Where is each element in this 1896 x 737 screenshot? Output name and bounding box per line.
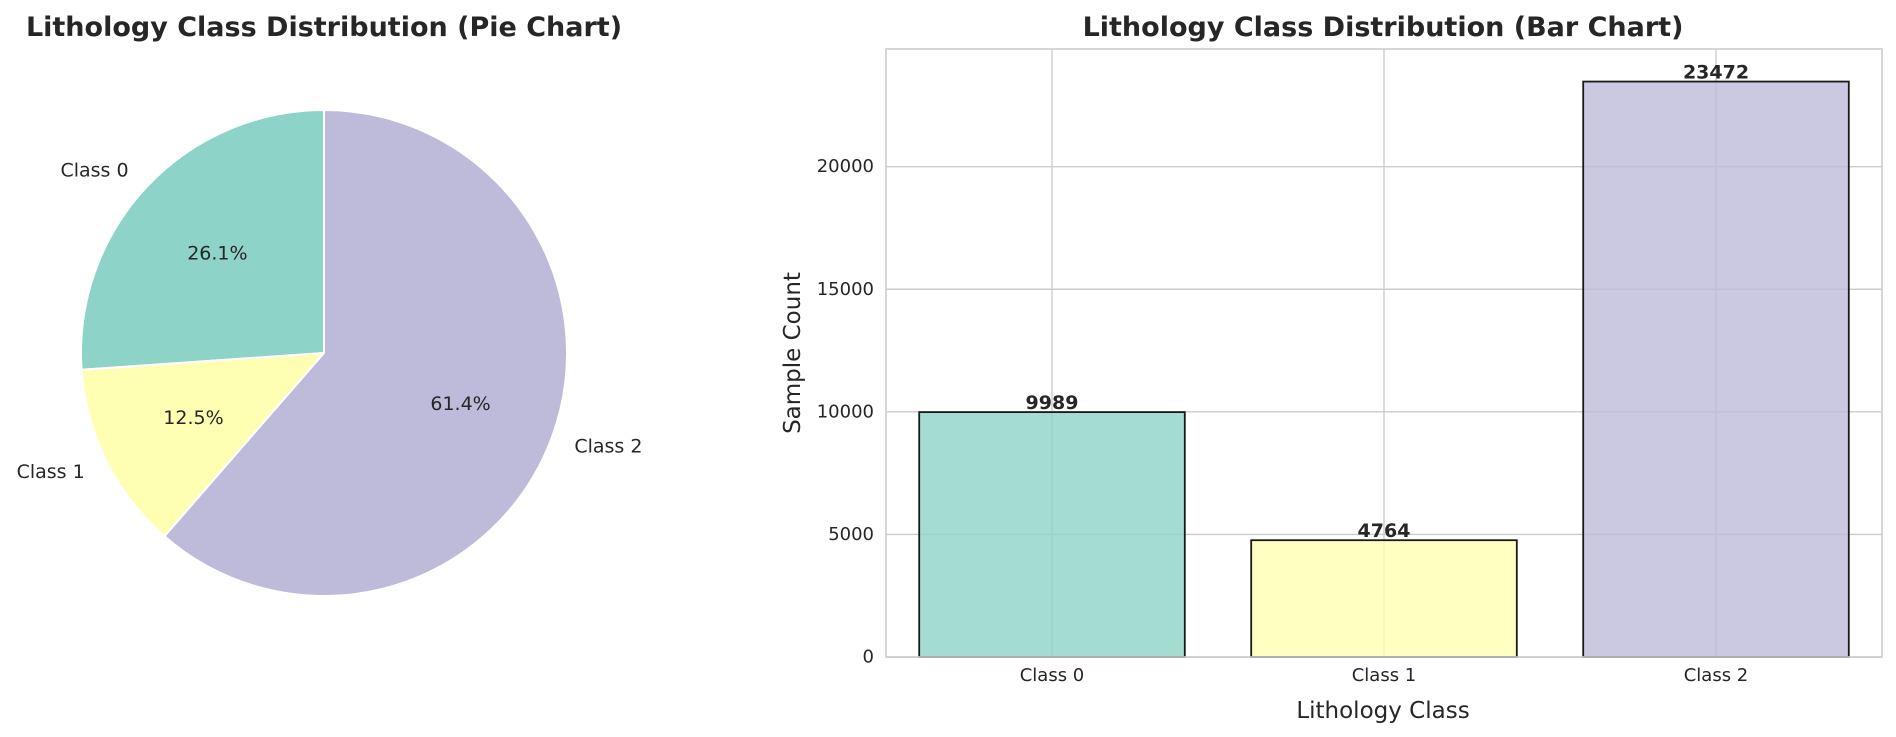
pie-slice-class-0 [80,109,325,371]
pie-slices [80,109,568,597]
pie-percent-label: 26.1% [187,243,247,265]
bar-value-label: 23472 [1683,62,1749,84]
bar-x-axis-label: Lithology Class [1296,698,1469,724]
pie-category-label: Class 1 [17,461,85,483]
bar-value-labels: 9989 4764 23472 [1026,62,1750,543]
pie-category-label: Class 0 [60,160,128,182]
y-tick-label: 10000 [817,401,874,422]
bar-y-ticks: 0 5000 10000 15000 20000 [817,156,874,667]
pie-percent-label: 61.4% [430,393,490,415]
pie-percent-label: 12.5% [163,407,223,429]
pie-chart-title: Lithology Class Distribution (Pie Chart) [26,12,622,43]
bar-bars [918,80,1850,658]
y-tick-label: 15000 [817,279,874,300]
bar-value-label: 4764 [1358,520,1411,542]
pie-category-label: Class 2 [574,436,642,458]
x-tick-label: Class 0 [1020,665,1085,686]
bar-axes-frame [885,48,1883,658]
bar-chart: Lithology Class Distribution (Bar Chart)… [780,12,1883,724]
bar-class-0 [918,411,1186,658]
x-tick-label: Class 2 [1684,665,1749,686]
bar-chart-title: Lithology Class Distribution (Bar Chart) [1083,12,1684,43]
bar-y-axis-label: Sample Count [780,272,806,434]
bar-class-1 [1250,539,1518,658]
y-tick-label: 20000 [817,156,874,177]
bar-class-2 [1582,80,1850,658]
x-tick-label: Class 1 [1352,665,1417,686]
pie-labels: Class 0 26.1% Class 1 12.5% Class 2 61.4% [17,160,643,483]
pie-slice-class-1 [80,352,325,538]
bar-x-ticks: Class 0 Class 1 Class 2 [1020,665,1749,686]
pie-slice-class-2 [163,109,568,597]
pie-chart: Lithology Class Distribution (Pie Chart)… [17,12,643,597]
bar-value-label: 9989 [1026,392,1079,414]
y-tick-label: 5000 [828,524,874,545]
y-tick-label: 0 [863,647,874,668]
